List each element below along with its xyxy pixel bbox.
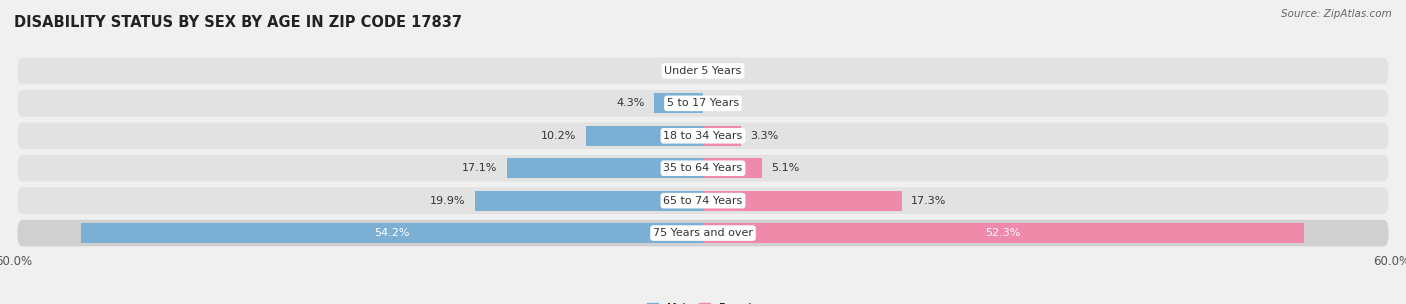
Text: 0.0%: 0.0% [713, 66, 741, 76]
Text: 4.3%: 4.3% [616, 98, 644, 108]
FancyBboxPatch shape [17, 123, 1389, 149]
Text: 52.3%: 52.3% [986, 228, 1021, 238]
FancyBboxPatch shape [17, 90, 1389, 117]
Text: 5 to 17 Years: 5 to 17 Years [666, 98, 740, 108]
Text: 17.3%: 17.3% [911, 196, 946, 206]
Text: 35 to 64 Years: 35 to 64 Years [664, 163, 742, 173]
Text: 0.0%: 0.0% [713, 98, 741, 108]
Bar [703, 158, 762, 178]
Bar [506, 158, 703, 178]
Text: Source: ZipAtlas.com: Source: ZipAtlas.com [1281, 9, 1392, 19]
Text: 75 Years and over: 75 Years and over [652, 228, 754, 238]
FancyBboxPatch shape [17, 220, 1389, 246]
Bar [80, 223, 703, 243]
Text: DISABILITY STATUS BY SEX BY AGE IN ZIP CODE 17837: DISABILITY STATUS BY SEX BY AGE IN ZIP C… [14, 15, 463, 30]
Text: 0.0%: 0.0% [665, 66, 693, 76]
Text: 5.1%: 5.1% [770, 163, 799, 173]
Bar [703, 191, 901, 211]
Text: 18 to 34 Years: 18 to 34 Years [664, 131, 742, 141]
Text: 3.3%: 3.3% [749, 131, 779, 141]
Text: 54.2%: 54.2% [374, 228, 409, 238]
FancyBboxPatch shape [17, 155, 1389, 181]
Text: 19.9%: 19.9% [430, 196, 465, 206]
Legend: Male, Female: Male, Female [643, 299, 763, 304]
Text: 10.2%: 10.2% [541, 131, 576, 141]
Text: Under 5 Years: Under 5 Years [665, 66, 741, 76]
Bar [703, 223, 1303, 243]
FancyBboxPatch shape [17, 187, 1389, 214]
Bar [703, 126, 741, 146]
Bar [474, 191, 703, 211]
Text: 17.1%: 17.1% [463, 163, 498, 173]
Text: 65 to 74 Years: 65 to 74 Years [664, 196, 742, 206]
FancyBboxPatch shape [17, 58, 1389, 84]
Bar [654, 93, 703, 113]
Bar [586, 126, 703, 146]
